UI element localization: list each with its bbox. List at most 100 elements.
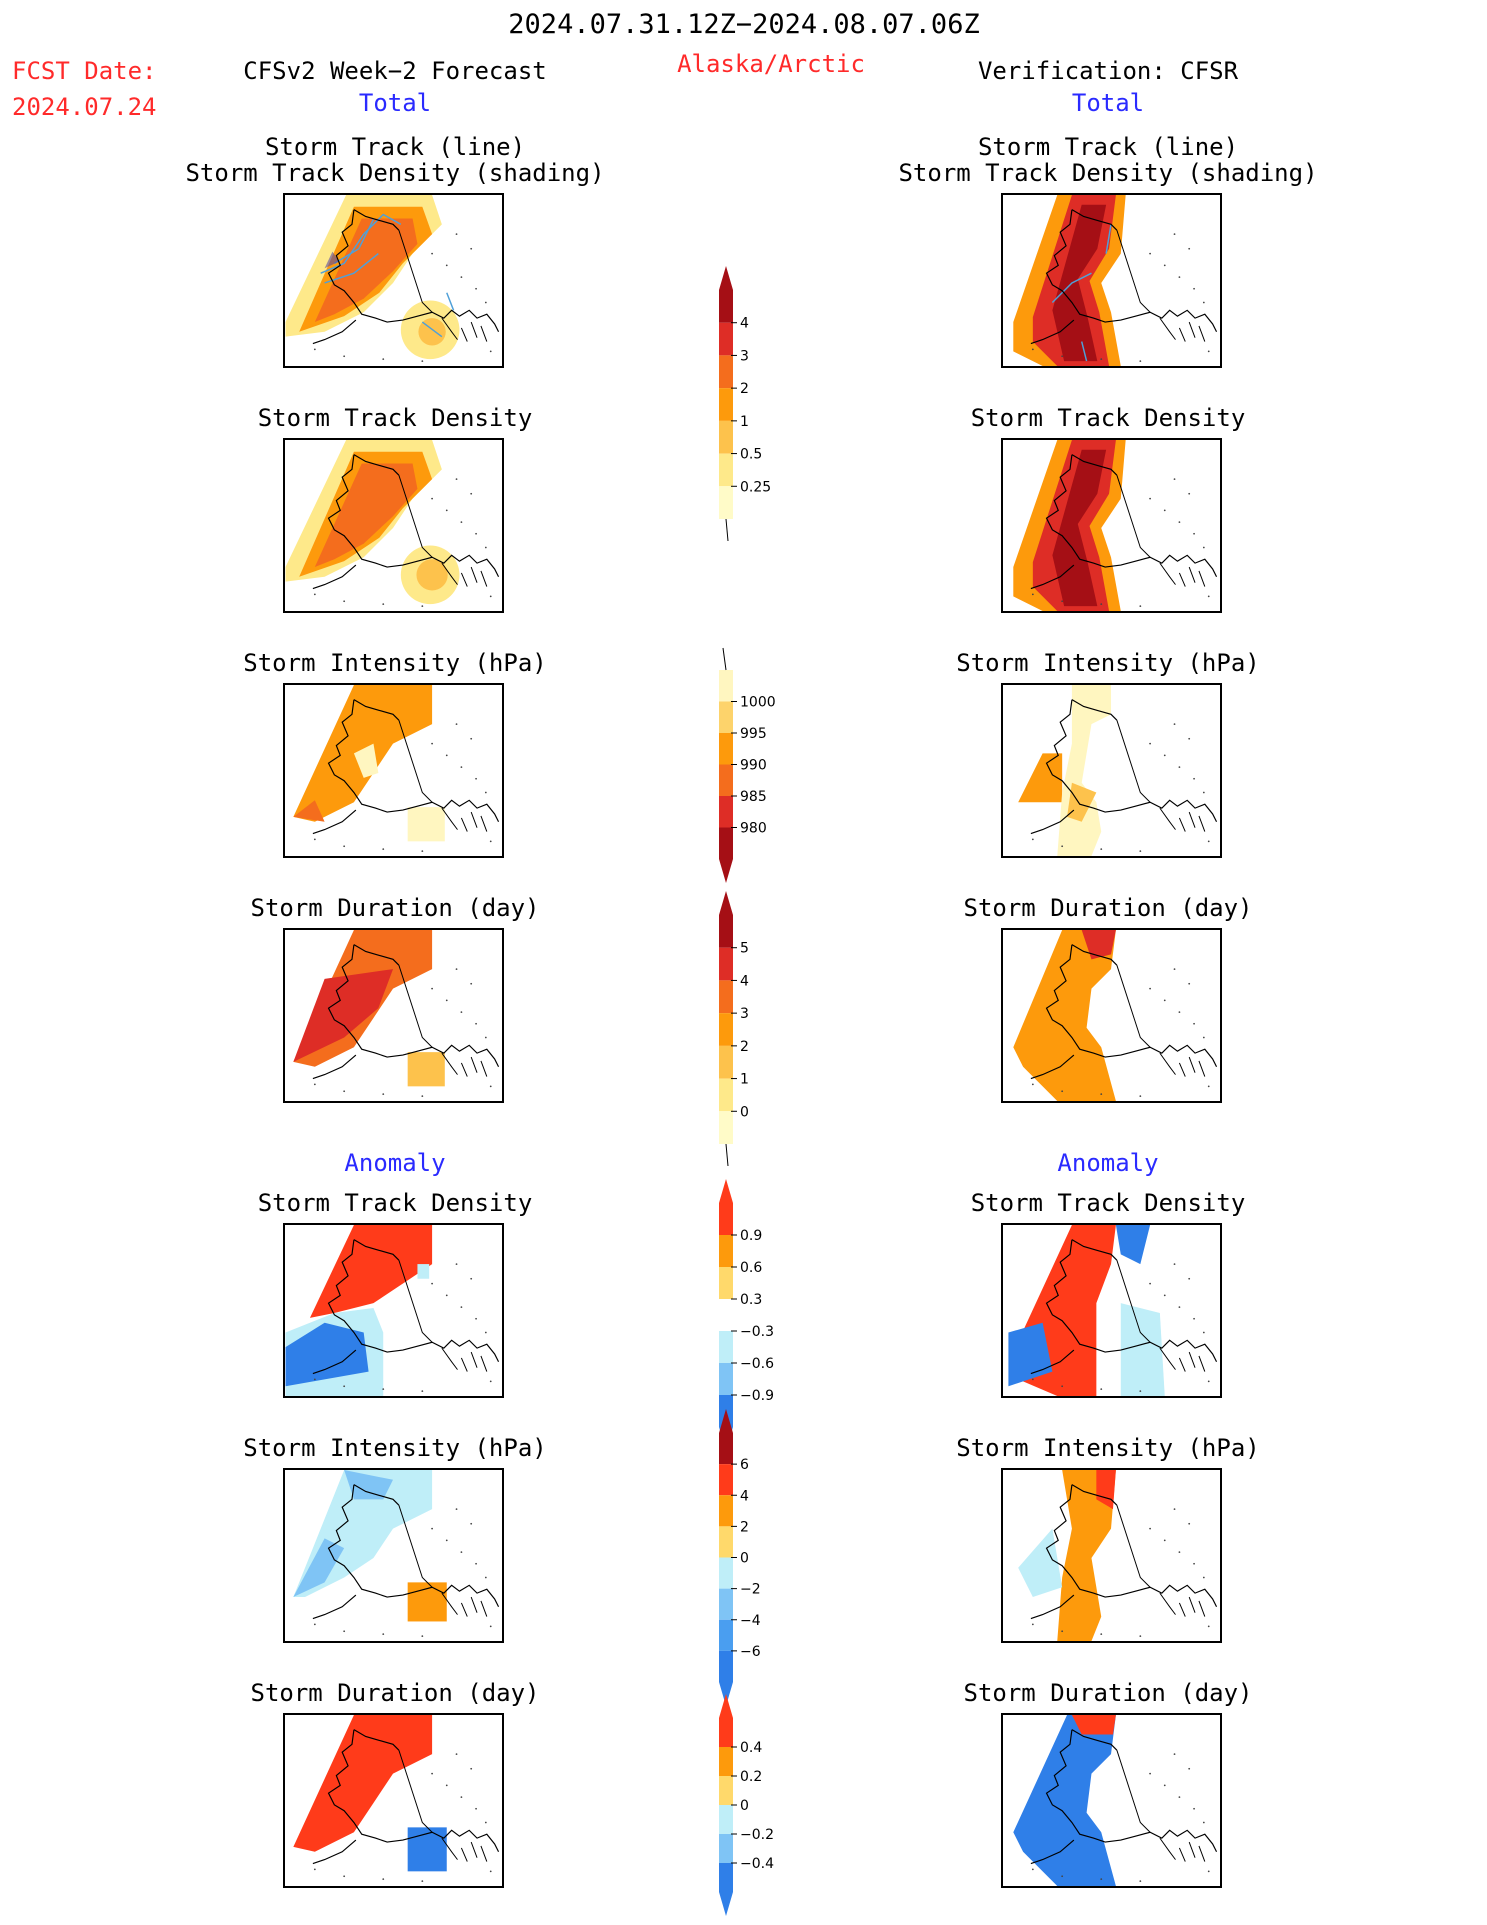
colorbar-segment (719, 1235, 733, 1267)
graticule-dot (1139, 360, 1142, 362)
colorbar-segment (719, 1013, 733, 1046)
north-coast (1071, 454, 1118, 476)
map-svg (285, 195, 500, 362)
colorbar-tick-label: 2 (740, 1519, 749, 1535)
graticule-dot (1061, 1090, 1064, 1093)
map-forecast-duration (283, 928, 504, 1103)
graticule-dot (1139, 1390, 1142, 1392)
graticule-dot (1163, 754, 1166, 757)
graticule-dot (1031, 593, 1034, 596)
forecast-title: CFSv2 Week−2 Forecast (243, 57, 547, 85)
verification-total-label: Total (1071, 89, 1145, 117)
colorbar-tick-label: 985 (740, 789, 767, 805)
colorbar-tick-label: 980 (740, 821, 767, 837)
map-svg (293, 930, 500, 1097)
graticule-dot (431, 742, 433, 745)
coastline (327, 1239, 500, 1363)
coastline (327, 699, 500, 823)
map-verification-anom-intensity (1001, 1468, 1222, 1643)
colorbar-tick-label: −0.3 (740, 1324, 774, 1340)
graticule-dot (1202, 791, 1205, 794)
storm-track-line (421, 292, 455, 338)
border-line (1116, 230, 1151, 313)
graticule-dot (1149, 252, 1151, 255)
map-svg (293, 1715, 500, 1882)
graticule-dot (1100, 358, 1103, 361)
graticule-dot (1163, 999, 1166, 1002)
map-forecast-anom-duration (283, 1713, 504, 1888)
graticule-dot (313, 1378, 316, 1381)
graticule-dot (460, 1796, 463, 1798)
graticule-dot (445, 1539, 448, 1542)
map-verification-track (1001, 193, 1222, 368)
graticule-dot (1202, 1036, 1205, 1039)
colorbar-tick-label: 0.5 (740, 447, 762, 463)
colorbar-tick-label: 6 (740, 1457, 749, 1473)
southeast-coast (1159, 1052, 1206, 1077)
graticule-dot (1207, 350, 1210, 353)
border-line (1116, 1750, 1151, 1833)
colorbar-segment (719, 1267, 733, 1299)
graticule-dot (455, 723, 458, 725)
graticule-dot (1031, 1083, 1034, 1086)
graticule-dot (489, 1625, 492, 1628)
colorbar-anom-duration: 0.4 0.2 0 −0.2 −0.4 (719, 1694, 774, 1916)
peninsula (1030, 809, 1075, 835)
graticule-dot (475, 287, 477, 290)
north-coast (353, 209, 400, 231)
coastline (1045, 1239, 1218, 1363)
graticule-dot (421, 1880, 424, 1882)
graticule-dot (484, 1331, 487, 1334)
graticule-dot (382, 1633, 385, 1636)
peninsula (1030, 1594, 1075, 1620)
map-verification-duration (1001, 928, 1222, 1103)
coastline (327, 944, 500, 1068)
graticule-dot (460, 521, 463, 523)
graticule-dot (313, 1083, 316, 1086)
north-coast (353, 1239, 400, 1261)
map-forecast-density (283, 438, 504, 613)
storm-track-line (1051, 224, 1112, 362)
peninsula (312, 1594, 357, 1620)
graticule-dot (1100, 1093, 1103, 1096)
shading-region (293, 969, 394, 1062)
graticule-dot (431, 252, 433, 255)
southeast-coast (1159, 1837, 1206, 1862)
north-coast (1071, 1239, 1118, 1261)
graticule-dot (1202, 546, 1205, 549)
graticule-dot (1173, 478, 1176, 480)
colorbar-segment (719, 670, 733, 702)
border-line (1116, 475, 1151, 558)
colorbar-tail (722, 647, 727, 671)
map-svg (1013, 440, 1218, 611)
graticule-dot (1202, 1821, 1205, 1824)
graticule-dot (1188, 982, 1191, 985)
colorbar-tick-label: −4 (740, 1613, 761, 1629)
colorbar-tail (725, 1143, 729, 1167)
colorbar-segment (719, 1464, 733, 1496)
colorbar-segment (719, 1805, 733, 1834)
vf-duration-title: Storm Duration (day) (963, 894, 1253, 922)
shading-region (1057, 685, 1112, 856)
graticule-dot (475, 1807, 477, 1810)
graticule-dot (1188, 247, 1191, 250)
peninsula (312, 319, 357, 345)
graticule-dot (470, 492, 473, 495)
map-forecast-anom-intensity (283, 1468, 504, 1643)
map-svg (285, 440, 500, 607)
graticule-dot (1173, 233, 1176, 235)
border-line (398, 720, 433, 803)
graticule-dot (343, 1630, 346, 1633)
graticule-dot (1031, 838, 1034, 841)
colorbar-duration: 5 4 3 2 1 0 (719, 891, 749, 1167)
graticule-dot (313, 1868, 316, 1871)
graticule-dot (445, 1784, 448, 1787)
graticule-dot (445, 509, 448, 512)
graticule-dot (1061, 1875, 1064, 1878)
colorbar-tail (725, 518, 729, 542)
colorbar-segment (719, 322, 733, 356)
graticule-dot (421, 360, 424, 362)
graticule-dot (343, 600, 346, 603)
graticule-dot (1207, 840, 1210, 843)
shading-region (1067, 782, 1097, 822)
